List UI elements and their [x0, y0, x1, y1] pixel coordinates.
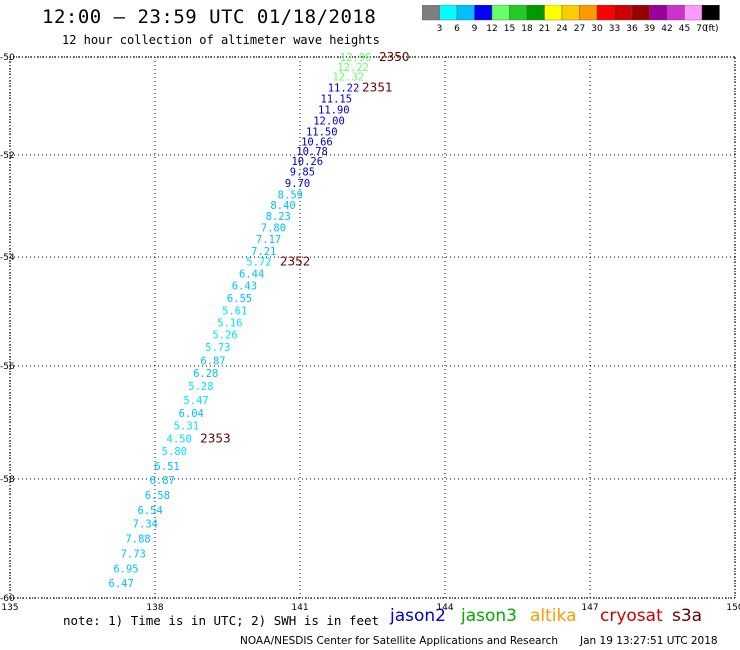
pass-time-label: 2352 [280, 254, 311, 268]
wave-height-label: 4.50 [167, 433, 192, 445]
colorbar-label: 27 [574, 24, 585, 34]
pass-time-label: 2351 [362, 80, 393, 94]
lon-label: 144 [436, 603, 453, 610]
wave-height-label: 5.47 [183, 395, 208, 407]
colorbar-label: 21 [539, 24, 550, 34]
wave-height-label: 5.28 [188, 381, 213, 393]
legend-altika: altika [530, 606, 577, 626]
wave-height-label: 6.55 [227, 293, 252, 305]
wave-height-label: 10.78 [296, 146, 328, 158]
wave-height-label: 6.28 [193, 368, 218, 380]
wave-height-label: 8.40 [270, 200, 295, 212]
map-grid [9, 56, 736, 599]
wave-height-label: 7.17 [256, 234, 281, 246]
colorbar-label: 24 [556, 24, 568, 34]
colorbar-label: 45 [679, 24, 690, 34]
lon-label: 141 [291, 603, 308, 610]
wave-height-label: 9.70 [285, 178, 310, 190]
legend-s3a: s3a [672, 606, 703, 626]
lat-label: -52 [0, 151, 15, 161]
wave-height-label: 5.16 [217, 317, 242, 329]
colorbar-label: 9 [472, 24, 478, 34]
colorbar-unit: (ft) [705, 24, 719, 34]
wave-height-label: 7.34 [133, 519, 158, 531]
wave-height-label: 6.47 [109, 578, 134, 590]
wave-height-label: 5.26 [212, 329, 237, 341]
wave-height-label: 7.88 [125, 534, 150, 546]
colorbar-label: 6 [454, 24, 460, 34]
colorbar-label: 15 [504, 24, 515, 34]
wave-height-label: 6.51 [154, 461, 179, 473]
wave-height-label: 6.44 [239, 268, 264, 280]
wave-height-label: 11.15 [320, 94, 352, 106]
colorbar-label: 30 [591, 24, 603, 34]
wave-height-label: 6.04 [179, 408, 204, 420]
lat-label: -58 [0, 475, 15, 485]
wave-height-label: 7.80 [261, 222, 286, 234]
wave-height-label: 5.73 [205, 342, 230, 354]
legend-jason3: jason3 [461, 606, 517, 626]
wave-height-label: 5.80 [162, 446, 187, 458]
colorbar-label: 3 [437, 24, 443, 34]
page-title: 12:00 – 23:59 UTC 01/18/2018 [42, 6, 377, 28]
lat-label: -56 [0, 362, 15, 372]
lon-label: 138 [146, 603, 163, 610]
lon-label: 147 [581, 603, 598, 610]
colorbar-swatch [701, 5, 720, 21]
pass-time-label: 2353 [200, 431, 231, 445]
wave-height-label: 6.87 [150, 475, 175, 487]
wave-height-label: 9.85 [290, 166, 315, 178]
wave-height-label: 6.95 [113, 563, 138, 575]
wave-height-label: 8.23 [266, 211, 291, 223]
wave-height-label: 12.00 [313, 116, 345, 128]
wave-height-label: 11.90 [318, 104, 350, 116]
pass-time-label: 2350 [379, 50, 410, 64]
lat-label: -60 [0, 594, 15, 604]
footer-note: note: 1) Time is in UTC; 2) SWH is in fe… [63, 613, 380, 628]
wave-height-label: 7.21 [251, 246, 276, 258]
lat-label: -50 [0, 53, 15, 63]
colorbar-label: 70 [696, 24, 708, 34]
lat-label: -54 [0, 253, 15, 263]
page-subtitle: 12 hour collection of altimeter wave hei… [62, 33, 380, 47]
wave-height-colorbar: 3 6 9 12 15 18 21 24 27 30 33 36 39 42 45 70(ft) [422, 5, 720, 34]
wave-height-label: 7.73 [121, 548, 146, 560]
wave-height-label: 5.72 [246, 256, 271, 268]
legend-cryosat: cryosat [600, 606, 663, 626]
wave-height-label: 11.50 [306, 126, 338, 138]
lon-label: 150 [726, 603, 740, 610]
wave-height-label: 12.32 [333, 72, 365, 84]
colorbar-label: 12 [486, 24, 497, 34]
wave-height-label: 6.43 [232, 280, 257, 292]
wave-height-label: 11.22 [328, 82, 360, 94]
wave-height-label: 5.31 [174, 420, 199, 432]
colorbar-label: 18 [521, 24, 533, 34]
footer-timestamp: Jan 19 13:27:51 UTC 2018 [580, 635, 718, 647]
wave-height-label: 12.22 [337, 62, 369, 74]
lon-label: 135 [1, 603, 18, 610]
colorbar-label: 36 [626, 24, 638, 34]
wave-height-label: 5.61 [222, 305, 247, 317]
footer-credit: NOAA/NESDIS Center for Satellite Applica… [240, 635, 558, 647]
wave-height-label: 6.58 [145, 490, 170, 502]
wave-height-label: 10.26 [291, 156, 323, 168]
wave-height-label: 8.59 [278, 189, 303, 201]
wave-height-label: 12.96 [340, 52, 372, 64]
colorbar-label: 39 [644, 24, 656, 34]
wave-height-label: 6.87 [200, 356, 225, 368]
wave-height-label: 10.66 [301, 136, 333, 148]
wave-height-label: 6.54 [138, 505, 163, 517]
legend-jason2: jason2 [390, 606, 446, 626]
colorbar-label: 33 [609, 24, 620, 34]
colorbar-label: 42 [661, 24, 672, 34]
